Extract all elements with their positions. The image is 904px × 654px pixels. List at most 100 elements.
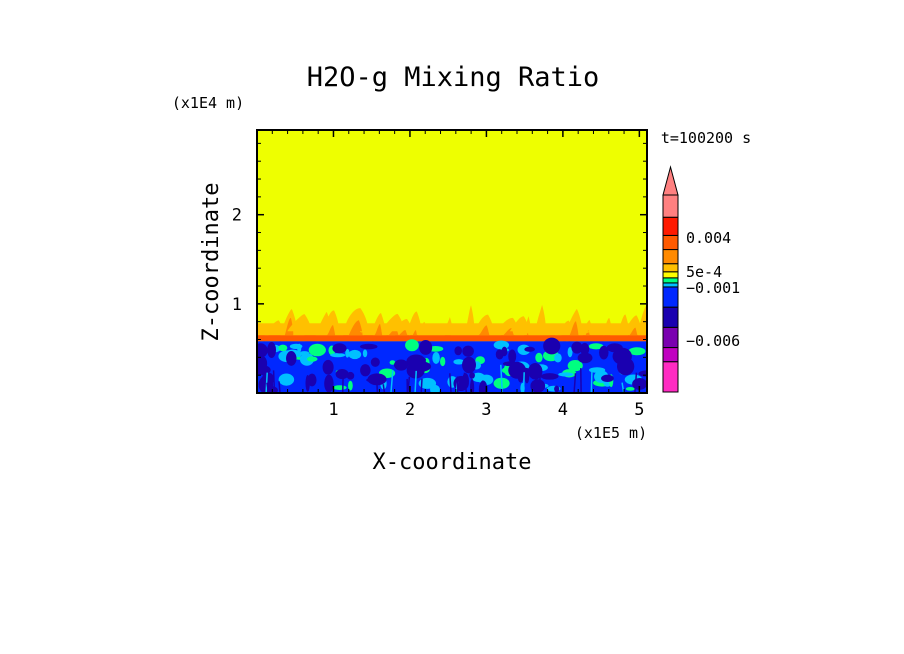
colorbar-segment bbox=[662, 282, 679, 288]
colorbar-label: 5e-4 bbox=[686, 263, 722, 281]
plume-wisp bbox=[488, 323, 500, 340]
dry-patch bbox=[541, 374, 556, 379]
filament bbox=[538, 369, 542, 393]
dry-patch bbox=[462, 345, 474, 357]
filament bbox=[500, 364, 504, 393]
moist-patch bbox=[432, 352, 440, 364]
colorbar-labels: 0.004 5e-4 −0.001 −0.006 bbox=[686, 229, 740, 350]
dry-patch bbox=[257, 355, 268, 372]
x-tick-label: 4 bbox=[558, 400, 568, 420]
dry-patch bbox=[571, 341, 583, 354]
dry-patch bbox=[462, 356, 476, 374]
moist-patch bbox=[405, 339, 419, 352]
moist-patch bbox=[308, 343, 326, 357]
plume-wisp bbox=[323, 310, 340, 332]
colorbar-segment bbox=[662, 326, 679, 349]
moist-patch bbox=[306, 356, 318, 362]
moist-patch bbox=[453, 359, 465, 365]
moist-patch bbox=[628, 347, 646, 356]
plume-wisp bbox=[579, 320, 595, 337]
moist-patch bbox=[588, 343, 604, 350]
plume-wisp bbox=[389, 319, 416, 337]
dry-patch bbox=[577, 352, 593, 364]
moist-patch bbox=[348, 349, 362, 360]
moist-patch bbox=[440, 356, 446, 367]
dry-patch bbox=[554, 385, 560, 393]
dry-patch bbox=[454, 346, 462, 356]
moist-patch bbox=[535, 352, 543, 363]
dry-patch bbox=[419, 339, 433, 355]
moist-patch bbox=[474, 374, 490, 383]
colorbar-segment bbox=[662, 194, 679, 218]
dry-patch bbox=[580, 342, 590, 356]
moist-patch bbox=[625, 386, 635, 391]
plume-wisp bbox=[583, 325, 611, 341]
filament bbox=[449, 373, 452, 393]
dry-patch bbox=[530, 379, 546, 393]
x-tick-label: 5 bbox=[634, 400, 644, 420]
plume-wisp bbox=[638, 304, 647, 332]
dry-patch bbox=[322, 359, 334, 375]
plume-wisp-core bbox=[348, 320, 363, 336]
plume-wisp bbox=[257, 324, 269, 340]
colorbar-segment bbox=[662, 306, 679, 328]
dry-patch bbox=[508, 349, 517, 364]
y-axis-label: Z-coordinate bbox=[199, 183, 224, 342]
moist-patch bbox=[493, 340, 510, 350]
filament bbox=[522, 372, 525, 393]
plume-wisp-core bbox=[582, 330, 591, 342]
x-tick-label: 3 bbox=[481, 400, 491, 420]
plume-wisp bbox=[522, 316, 533, 335]
dry-patch bbox=[267, 342, 277, 359]
dry-patch bbox=[332, 343, 347, 354]
filament bbox=[272, 370, 276, 393]
plume-wisp-core bbox=[478, 325, 490, 339]
moist-patch bbox=[289, 343, 303, 349]
y-tick-label: 2 bbox=[232, 206, 242, 226]
plume-wisp-core bbox=[627, 327, 639, 340]
plume-rim bbox=[257, 335, 647, 342]
filament bbox=[481, 380, 484, 393]
moist-patch bbox=[332, 385, 347, 390]
filament bbox=[266, 382, 270, 393]
filament bbox=[621, 382, 625, 393]
moist-patch bbox=[558, 372, 574, 377]
moist-patch bbox=[389, 360, 396, 365]
dry-patch bbox=[370, 357, 380, 367]
plume-wisp bbox=[427, 325, 441, 341]
filament bbox=[414, 370, 417, 393]
plume-wisp bbox=[473, 314, 495, 334]
moist-patch bbox=[345, 348, 350, 358]
filament bbox=[265, 372, 268, 393]
moist-patch bbox=[278, 344, 288, 352]
dry-patch bbox=[524, 369, 530, 384]
x-scale-label: (x1E5 m) bbox=[575, 424, 647, 442]
plume-wisp bbox=[534, 304, 546, 332]
plume-wisp bbox=[287, 314, 313, 334]
plume-wisp bbox=[417, 321, 429, 339]
colorbar-label: −0.006 bbox=[686, 332, 740, 350]
filament bbox=[382, 384, 386, 393]
colorbar-segment bbox=[662, 271, 679, 279]
filament bbox=[463, 372, 468, 393]
x-tick-label: 2 bbox=[405, 400, 415, 420]
x-axis-label: X-coordinate bbox=[373, 450, 532, 475]
moist-patch bbox=[567, 359, 583, 372]
colorbar-label: 0.004 bbox=[686, 229, 731, 247]
colorbar-segment bbox=[662, 249, 679, 265]
dry-patch bbox=[394, 359, 409, 371]
moist-patch bbox=[588, 367, 606, 373]
dry-patch bbox=[406, 354, 426, 369]
plume-wisp bbox=[548, 323, 558, 340]
dry-patch bbox=[601, 374, 614, 383]
plume-wisp bbox=[442, 316, 454, 335]
dry-patch bbox=[324, 374, 334, 393]
filament bbox=[278, 381, 281, 393]
moist-patch bbox=[418, 377, 437, 389]
plume-wisp-core bbox=[374, 323, 383, 338]
colorbar-segment bbox=[662, 277, 679, 284]
filament bbox=[407, 376, 411, 393]
colorbar-segment bbox=[662, 286, 679, 308]
y-tick-label: 1 bbox=[232, 295, 242, 315]
